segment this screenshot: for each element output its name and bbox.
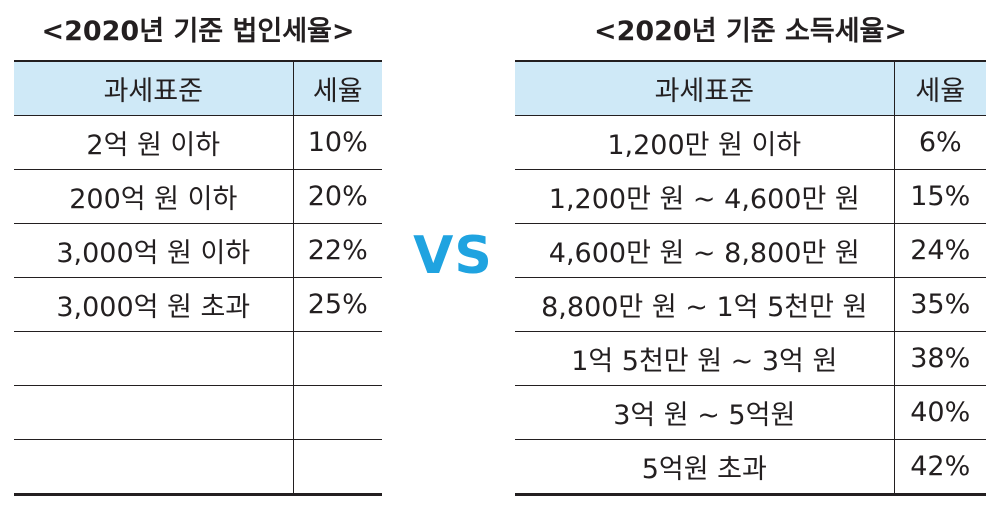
tax-base-cell: 8,800만 원 ~ 1억 5천만 원 [515,277,895,332]
corporate-tax-table: 과세표준 세율 2억 원 이하 10% 200억 원 이하 20% 3,000억… [14,60,382,496]
column-header-tax-rate: 세율 [894,60,986,116]
table-row: 4,600만 원 ~ 8,800만 원 24% [515,223,986,278]
vs-label: VS [413,226,493,286]
table-header-row: 과세표준 세율 [515,60,986,116]
tax-rate-cell: 10% [293,115,382,170]
table-header-row: 과세표준 세율 [14,60,382,116]
tax-rate-cell: 42% [894,439,986,496]
tax-rate-cell: 35% [894,277,986,332]
tax-rate-cell: 25% [293,277,382,332]
tax-base-cell: 200억 원 이하 [14,169,294,224]
tax-base-cell: 3,000억 원 이하 [14,223,294,278]
tax-base-cell: 5억원 초과 [515,439,895,496]
table-row: 8,800만 원 ~ 1억 5천만 원 35% [515,277,986,332]
tax-base-cell: 1,200만 원 이하 [515,115,895,170]
tax-base-cell: 4,600만 원 ~ 8,800만 원 [515,223,895,278]
table-row: 1억 5천만 원 ~ 3억 원 38% [515,331,986,386]
tax-rate-cell: 22% [293,223,382,278]
column-header-tax-base: 과세표준 [14,60,294,116]
table-row: 2억 원 이하 10% [14,115,382,170]
tax-rate-cell [293,385,382,440]
table-row: 200억 원 이하 20% [14,169,382,224]
table-row-empty [14,385,382,440]
tax-rate-cell: 38% [894,331,986,386]
tax-base-cell: 2억 원 이하 [14,115,294,170]
tax-base-cell: 3,000억 원 초과 [14,277,294,332]
table-row: 3억 원 ~ 5억원 40% [515,385,986,440]
corporate-tax-title: <2020년 기준 법인세율> [41,16,355,47]
tax-base-cell: 1,200만 원 ~ 4,600만 원 [515,169,895,224]
table-row: 3,000억 원 초과 25% [14,277,382,332]
table-row: 1,200만 원 ~ 4,600만 원 15% [515,169,986,224]
tax-rate-cell: 24% [894,223,986,278]
tax-rate-cell [293,331,382,386]
income-tax-table: 과세표준 세율 1,200만 원 이하 6% 1,200만 원 ~ 4,600만… [515,60,986,496]
income-tax-title: <2020년 기준 소득세율> [593,16,908,47]
tax-rate-cell: 15% [894,169,986,224]
table-row-empty [14,439,382,496]
table-row-empty [14,331,382,386]
tax-base-cell: 1억 5천만 원 ~ 3억 원 [515,331,895,386]
table-row: 3,000억 원 이하 22% [14,223,382,278]
tax-rate-cell [293,439,382,496]
tax-base-cell [14,331,294,386]
tax-base-cell [14,439,294,496]
tax-rate-cell: 6% [894,115,986,170]
column-header-tax-rate: 세율 [293,60,382,116]
table-row: 1,200만 원 이하 6% [515,115,986,170]
tax-rate-cell: 40% [894,385,986,440]
table-row: 5억원 초과 42% [515,439,986,496]
tax-base-cell [14,385,294,440]
tax-rate-cell: 20% [293,169,382,224]
tax-base-cell: 3억 원 ~ 5억원 [515,385,895,440]
column-header-tax-base: 과세표준 [515,60,895,116]
